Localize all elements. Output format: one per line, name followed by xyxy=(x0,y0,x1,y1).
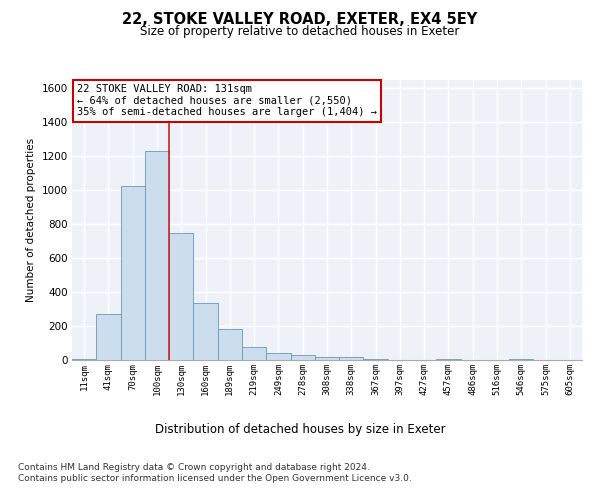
Bar xyxy=(364,359,388,360)
Text: 22, STOKE VALLEY ROAD, EXETER, EX4 5EY: 22, STOKE VALLEY ROAD, EXETER, EX4 5EY xyxy=(122,12,478,28)
Bar xyxy=(509,359,533,360)
Bar xyxy=(145,152,169,360)
Bar xyxy=(290,355,315,360)
Bar xyxy=(315,356,339,360)
Bar xyxy=(436,359,461,360)
Bar xyxy=(169,232,193,360)
Bar xyxy=(242,348,266,360)
Text: Size of property relative to detached houses in Exeter: Size of property relative to detached ho… xyxy=(140,25,460,38)
Text: Contains HM Land Registry data © Crown copyright and database right 2024.: Contains HM Land Registry data © Crown c… xyxy=(18,462,370,471)
Bar xyxy=(266,353,290,360)
Bar xyxy=(339,358,364,360)
Bar xyxy=(121,186,145,360)
Bar xyxy=(96,314,121,360)
Y-axis label: Number of detached properties: Number of detached properties xyxy=(26,138,36,302)
Text: Contains public sector information licensed under the Open Government Licence v3: Contains public sector information licen… xyxy=(18,474,412,483)
Bar xyxy=(193,303,218,360)
Text: Distribution of detached houses by size in Exeter: Distribution of detached houses by size … xyxy=(155,422,445,436)
Bar xyxy=(72,359,96,360)
Text: 22 STOKE VALLEY ROAD: 131sqm
← 64% of detached houses are smaller (2,550)
35% of: 22 STOKE VALLEY ROAD: 131sqm ← 64% of de… xyxy=(77,84,377,117)
Bar xyxy=(218,328,242,360)
